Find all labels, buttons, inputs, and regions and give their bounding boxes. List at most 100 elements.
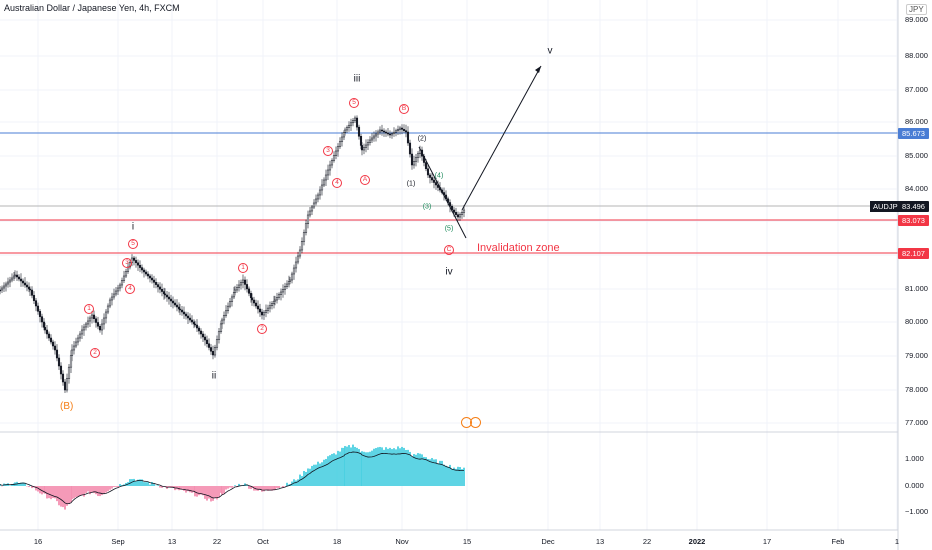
oscillator-bar [159,486,161,488]
oscillator-bar [354,446,356,486]
oscillator-bar [419,453,421,486]
wave-circle-label: 5 [128,239,138,249]
candle-body [247,288,251,294]
wave-circle-label: 4 [332,178,342,188]
candle-body [370,137,374,141]
oscillator-bar [343,447,345,486]
price-tick-label: 79.000 [905,351,928,360]
oscillator-bar [309,468,311,486]
candle-body [456,214,460,218]
candle-body [69,355,73,368]
oscillator-bar [451,468,453,486]
oscillator-bar [149,484,151,486]
candle-body [6,281,10,285]
candle-body [182,311,186,315]
price-tick-label: 80.000 [905,317,928,326]
candle-body [104,311,108,319]
candle-body [378,129,382,133]
candle-body [285,283,289,287]
candle-body [382,130,386,133]
candle-body [152,279,156,283]
candle-body [74,341,78,347]
oscillator-bar [321,462,323,486]
candle-body [462,209,466,213]
candle-body [23,282,27,286]
candle-body [192,321,196,325]
oscillator-bar [220,486,222,493]
time-tick-label: 22 [212,537,222,546]
candle-body [458,214,462,218]
oscillator-bar [29,485,31,486]
oscillator-bar [231,486,233,488]
candle-body [171,300,175,304]
candle-body [38,311,42,317]
oscillator-bar [375,448,377,486]
candle-body [230,296,234,302]
time-tick-label: 18 [332,537,342,546]
candle-body [15,274,19,278]
support1-price-badge: 83.073 [898,215,929,226]
candle-body [28,288,32,291]
oscillator-bar [305,471,307,486]
candle-body [169,298,173,302]
candle-body [120,280,124,286]
candle-body [345,127,349,131]
candle-body [260,311,264,316]
oscillator-bar [91,486,93,493]
oscillator-bar [22,482,24,486]
candle-body [184,313,188,317]
price-tick-label: 85.000 [905,151,928,160]
candle-body [4,283,8,287]
currency-badge[interactable]: JPY [906,4,927,15]
candle-body [140,267,144,271]
oscillator-bar [218,486,220,498]
trend-line[interactable] [418,146,467,239]
candle-body [219,323,223,332]
oscillator-bar [198,486,200,496]
projection-arrow[interactable] [461,65,542,211]
candle-body [57,357,61,367]
oscillator-bar [335,454,337,486]
candle-body [207,343,211,348]
oscillator-bar [73,486,75,499]
candle-body [235,287,239,291]
oscillator-bar [133,478,135,486]
event-circle-icon[interactable] [470,417,481,428]
oscillator-bar [385,447,387,486]
oscillator-bar [113,486,115,487]
oscillator-bar [216,486,218,500]
candle-body [434,182,438,186]
oscillator-bar [257,486,259,491]
oscillator-bar [427,458,429,486]
resistance-price-badge: 85.673 [898,128,929,139]
candle-body [25,284,29,288]
candle-body [220,319,224,325]
candle-body [224,310,228,316]
oscillator-bar [389,447,391,486]
candle-body [78,333,82,339]
oscillator-bar [327,456,329,486]
candle-body [328,164,332,171]
oscillator-bar [325,458,327,486]
oscillator-bar [95,486,97,495]
candle-body [197,327,201,332]
candle-body [310,206,314,212]
oscillator-bar [168,486,170,487]
candle-body [351,120,355,124]
candle-body [249,293,253,299]
price-series [0,115,466,393]
oscillator-bar [317,461,319,486]
candle-body [0,289,2,292]
price-tick-label: 84.000 [905,184,928,193]
oscillator-bar [18,483,20,486]
candle-body [90,314,94,319]
oscillator-bar [204,486,206,499]
candle-body [21,280,25,284]
oscillator-bar [348,445,350,486]
oscillator-bar [423,456,425,486]
symbol-label: AUDJPY [870,201,906,212]
oscillator-bar [189,486,191,493]
candle-body [432,179,436,183]
time-tick-label: Sep [111,537,125,546]
